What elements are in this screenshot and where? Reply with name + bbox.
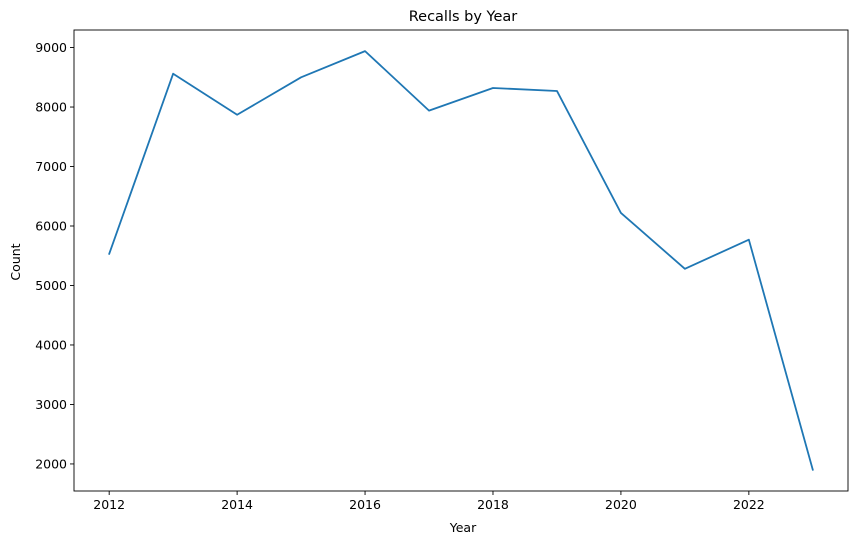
chart-title: Recalls by Year xyxy=(409,9,518,25)
y-tick-label: 5000 xyxy=(35,278,67,293)
axes-frame xyxy=(73,29,849,492)
y-tick-label: 2000 xyxy=(35,456,67,471)
y-tick-label: 4000 xyxy=(35,337,67,352)
y-tick-label: 8000 xyxy=(35,100,67,115)
y-tick-label: 6000 xyxy=(35,218,67,233)
x-axis-label: Year xyxy=(449,520,477,535)
series-line xyxy=(108,50,814,471)
x-tick-label: 2022 xyxy=(733,497,765,512)
x-tick-label: 2014 xyxy=(221,497,253,512)
x-tick-label: 2020 xyxy=(605,497,637,512)
x-tick-label: 2012 xyxy=(93,497,125,512)
y-tick-label: 3000 xyxy=(35,397,67,412)
y-tick-label: 7000 xyxy=(35,159,67,174)
y-tick-label: 9000 xyxy=(35,40,67,55)
x-tick-label: 2016 xyxy=(349,497,381,512)
x-tick-label: 2018 xyxy=(477,497,509,512)
y-axis-label: Count xyxy=(8,243,23,280)
plot-area: 2012 2014 2016 2018 2020 2022 2000 3000 4000 5000… xyxy=(35,29,849,512)
ticks: 2012 2014 2016 2018 2020 2022 2000 3000 4000 5000… xyxy=(35,40,765,512)
